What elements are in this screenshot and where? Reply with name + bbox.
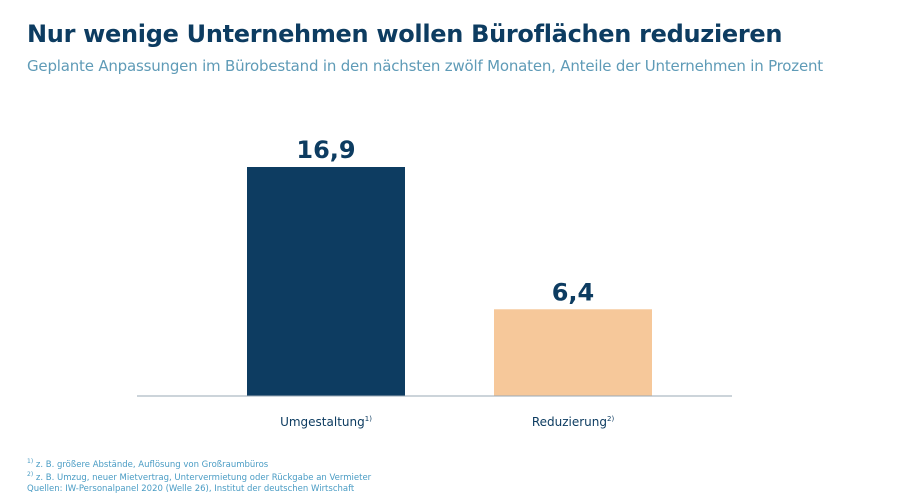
footnote-1: 1) z. B. größere Abstände, Auflösung von… xyxy=(27,458,269,470)
category-label: Umgestaltung1) xyxy=(280,415,372,429)
chart-title: Nur wenige Unternehmen wollen Bürofläche… xyxy=(27,20,783,48)
footnote-2: 2) z. B. Umzug, neuer Mietvertrag, Unter… xyxy=(27,471,372,483)
bar-reduzierung xyxy=(494,309,652,396)
source-note: Quellen: IW-Personalpanel 2020 (Welle 26… xyxy=(27,484,355,494)
chart-subtitle: Geplante Anpassungen im Bürobestand in d… xyxy=(27,57,823,75)
bar-umgestaltung xyxy=(247,167,405,396)
category-label: Reduzierung2) xyxy=(532,415,615,429)
data-label: 16,9 xyxy=(296,136,355,164)
data-label: 6,4 xyxy=(552,278,595,306)
